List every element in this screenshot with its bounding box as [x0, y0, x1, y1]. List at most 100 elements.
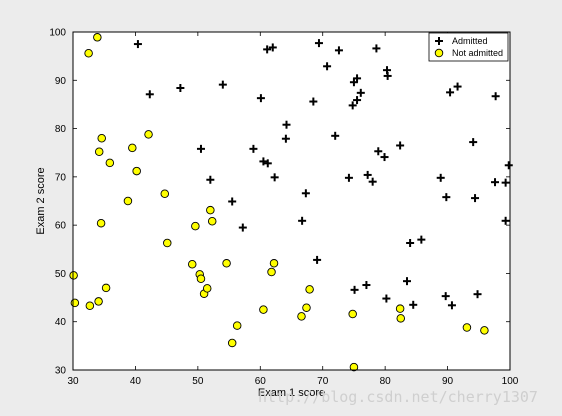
admitted-point [348, 101, 357, 110]
not-admitted-point [94, 147, 104, 156]
legend-box [428, 32, 509, 62]
admitted-point [228, 197, 237, 206]
x-tick-label: 60 [255, 376, 267, 387]
plot-frame [72, 31, 511, 371]
admitted-point [314, 39, 323, 48]
not-admitted-point [85, 301, 95, 311]
not-admitted-point [101, 283, 111, 293]
not-admitted-point [302, 303, 311, 312]
admitted-point [353, 96, 362, 105]
not-admitted-point [227, 338, 237, 348]
admitted-point [409, 300, 418, 309]
not-admitted-point [196, 274, 206, 283]
admitted-point [301, 189, 310, 198]
admitted-point [363, 170, 372, 179]
not-admitted-point [69, 271, 78, 280]
admitted-point [442, 193, 451, 202]
admitted-point [368, 177, 377, 186]
not-admitted-point [187, 260, 197, 269]
admitted-point [473, 290, 482, 299]
admitted-point [501, 216, 510, 225]
admitted-point [501, 178, 510, 187]
x-tick-label: 90 [442, 376, 454, 387]
admitted-point [382, 294, 391, 303]
admitted-point [362, 281, 371, 290]
not-admitted-point [160, 189, 170, 199]
legend-label-admitted: Admitted [452, 36, 488, 46]
x-tick-label: 70 [317, 376, 329, 387]
not-admitted-point [395, 304, 405, 313]
not-admitted-point [396, 314, 406, 323]
admitted-point [491, 92, 500, 101]
admitted-point [446, 88, 455, 97]
admitted-point [263, 45, 272, 54]
not-admitted-point [232, 321, 242, 330]
admitted-point [383, 71, 392, 80]
admitted-point [281, 134, 290, 143]
not-admitted-point [93, 33, 102, 42]
x-axis-label: Exam 1 score [258, 387, 325, 399]
y-tick-label: 100 [49, 28, 66, 39]
not-admitted-point [348, 309, 357, 319]
not-admitted-point [267, 267, 276, 277]
not-admitted-point [163, 238, 172, 248]
not-admitted-point [222, 259, 231, 268]
not-admitted-point [202, 284, 212, 293]
admitted-point [256, 94, 265, 103]
not-admitted-point [128, 143, 137, 153]
not-admitted-point [132, 166, 141, 176]
admitted-point [504, 161, 513, 170]
admitted-point [350, 285, 359, 294]
not-admitted-point [84, 48, 93, 58]
admitted-point [471, 194, 480, 203]
x-tick-label: 30 [67, 376, 79, 387]
admitted-point [396, 141, 405, 150]
admitted-point [282, 120, 291, 129]
admitted-point [268, 43, 277, 52]
admitted-point [441, 292, 450, 301]
admitted-point [176, 84, 185, 93]
admitted-point [323, 62, 332, 71]
not-admitted-point [105, 158, 115, 168]
not-admitted-point [269, 259, 279, 268]
admitted-point [218, 80, 227, 89]
admitted-point [417, 235, 426, 244]
not-admitted-point [96, 218, 106, 228]
plot-background [73, 32, 510, 370]
admitted-point [249, 144, 258, 153]
not-admitted-point [305, 285, 314, 294]
admitted-point [263, 159, 272, 168]
x-tick-label: 80 [380, 376, 392, 387]
not-admitted-point [207, 217, 217, 226]
admitted-point [133, 40, 142, 49]
x-tick-label: 100 [502, 376, 519, 387]
admitted-point [402, 277, 411, 286]
not-admitted-point [191, 221, 200, 231]
legend: Admitted Not admitted [428, 32, 509, 62]
y-tick-label: 60 [55, 221, 67, 232]
admitted-point [309, 97, 318, 106]
x-tick-label: 50 [192, 376, 204, 387]
y-tick-label: 40 [55, 317, 67, 328]
not-admitted-point [206, 205, 215, 215]
not-admitted-point [144, 130, 153, 139]
admitted-point [453, 82, 462, 91]
legend-label-not-admitted: Not admitted [452, 48, 503, 58]
not-admitted-point [94, 297, 103, 306]
legend-marker-admitted [435, 37, 443, 45]
admitted-point [380, 153, 389, 162]
not-admitted-point [297, 312, 306, 321]
not-admitted-point [123, 196, 133, 206]
admitted-point [331, 131, 340, 140]
admitted-point [374, 147, 383, 156]
admitted-point [469, 138, 478, 147]
y-tick-label: 70 [55, 172, 67, 183]
admitted-point [353, 74, 362, 83]
admitted-point [259, 157, 268, 166]
admitted-point [344, 173, 353, 182]
legend-marker-not-admitted [434, 48, 444, 58]
admitted-point [270, 173, 279, 182]
admitted-point [372, 44, 381, 53]
admitted-point [491, 178, 500, 187]
